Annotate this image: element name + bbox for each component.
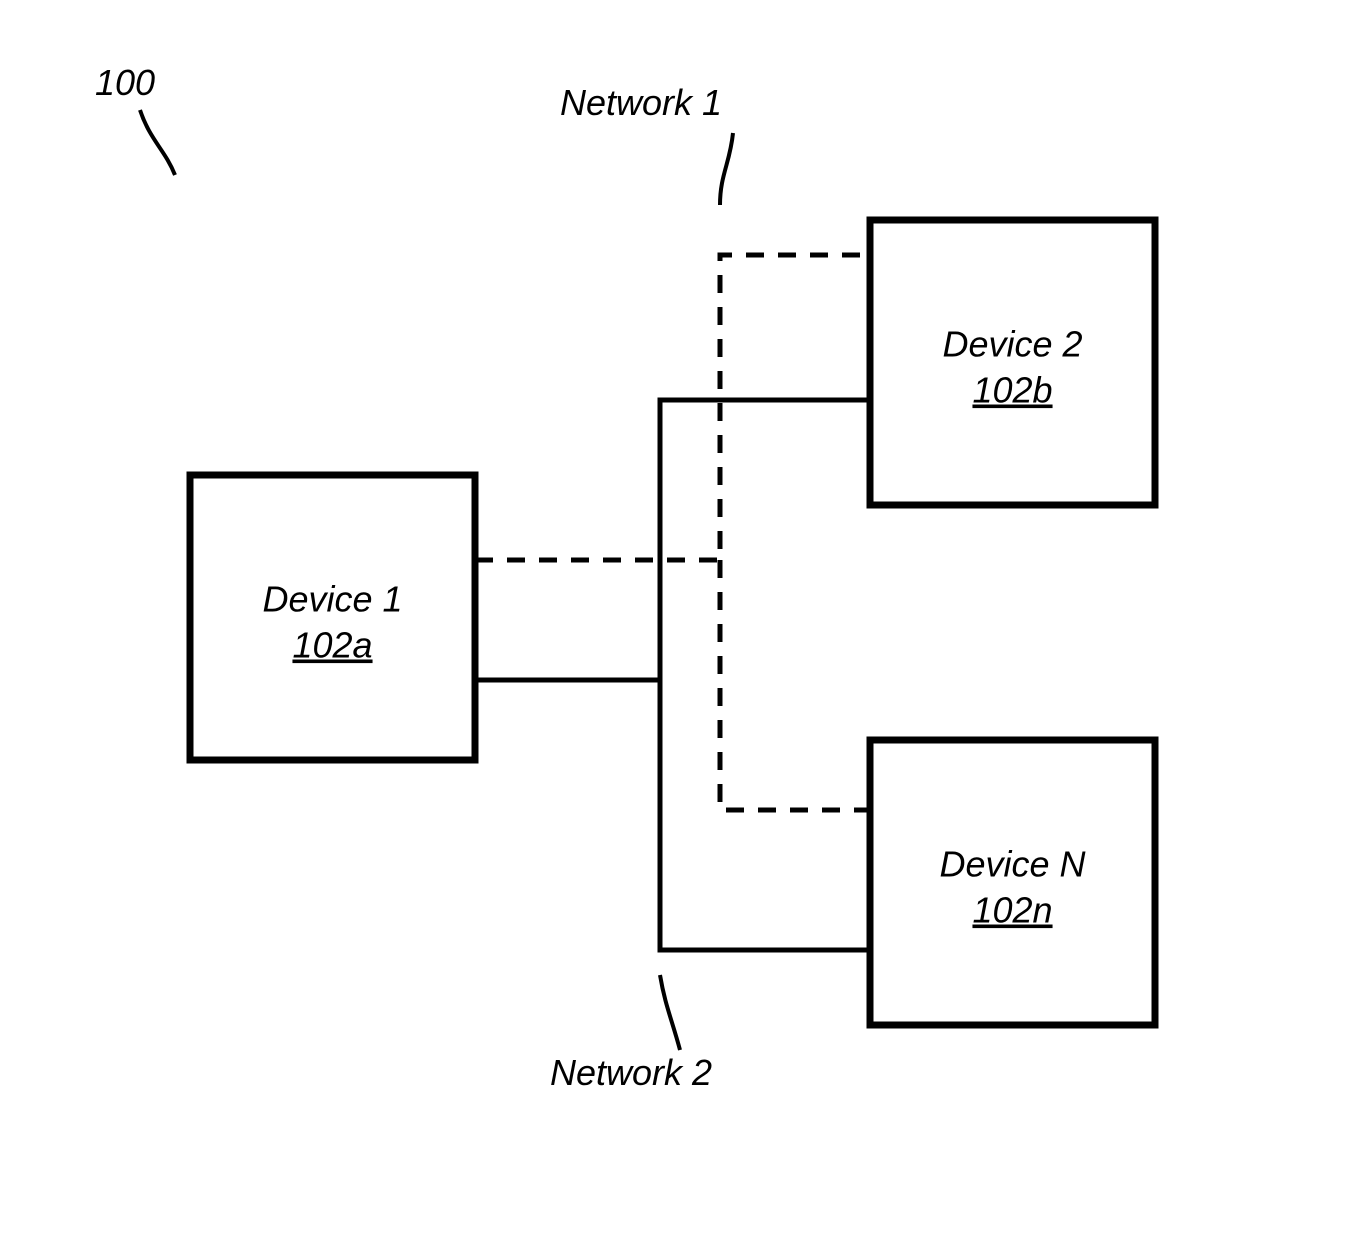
device-2-title: Device 2 bbox=[942, 324, 1082, 365]
network1-label: Network 1 bbox=[560, 82, 722, 123]
diagram-canvas: Device 1 102a Device 2 102b Device N 102… bbox=[0, 0, 1352, 1237]
device-1: Device 1 102a bbox=[190, 475, 475, 760]
network1-squiggle bbox=[720, 133, 733, 205]
network2-bus-branch bbox=[660, 680, 870, 950]
device-1-ref: 102a bbox=[292, 625, 372, 666]
network2-label: Network 2 bbox=[550, 1052, 712, 1093]
device-n-ref: 102n bbox=[972, 890, 1052, 931]
figure-ref-label: 100 bbox=[95, 62, 155, 103]
device-2: Device 2 102b bbox=[870, 220, 1155, 505]
device-2-ref: 102b bbox=[972, 370, 1052, 411]
network1-bus-main bbox=[475, 255, 870, 560]
device-n-title: Device N bbox=[939, 844, 1086, 885]
network2-bus-main bbox=[475, 400, 870, 680]
figure-ref-squiggle bbox=[140, 110, 175, 175]
network1-bus-branch bbox=[720, 560, 870, 810]
network2-squiggle bbox=[660, 975, 680, 1050]
device-1-title: Device 1 bbox=[262, 579, 402, 620]
device-n: Device N 102n bbox=[870, 740, 1155, 1025]
